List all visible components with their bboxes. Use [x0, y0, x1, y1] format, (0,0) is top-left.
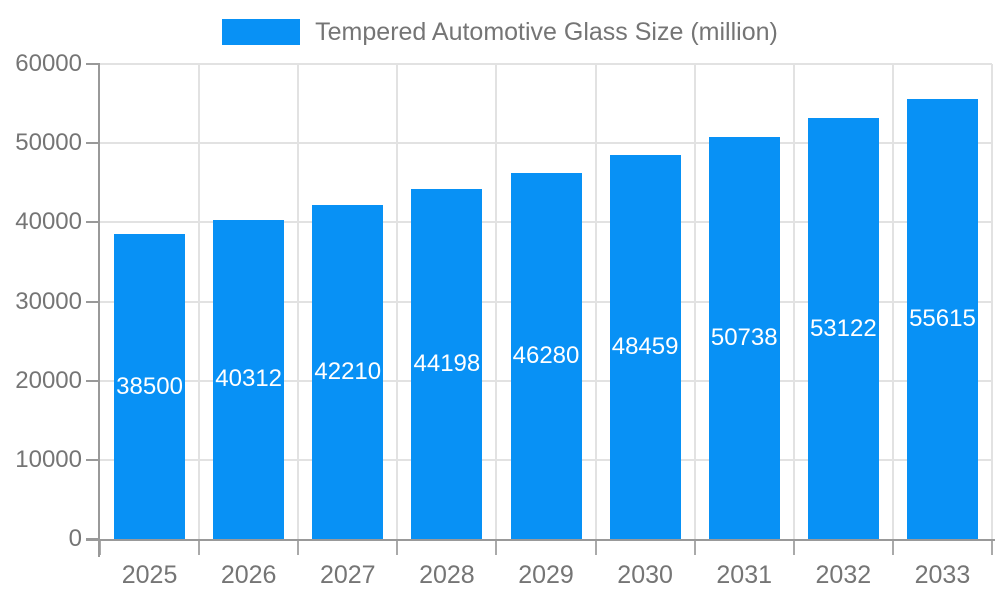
x-gridline	[891, 64, 894, 539]
bar	[411, 189, 483, 539]
bar-value-label: 50738	[710, 324, 778, 352]
bar	[609, 155, 681, 539]
x-tick	[891, 540, 894, 555]
bar	[906, 98, 978, 539]
x-axis-label: 2028	[419, 561, 475, 589]
x-axis-label: 2026	[220, 561, 277, 589]
x-tick	[693, 540, 696, 555]
x-tick	[198, 540, 201, 555]
y-tick	[86, 300, 100, 303]
bar	[510, 172, 582, 539]
x-gridline	[198, 64, 201, 539]
y-gridline	[100, 63, 992, 65]
y-axis-label: 20000	[15, 366, 82, 394]
bar-value-label: 38500	[116, 372, 183, 400]
x-axis-label: 2029	[518, 561, 574, 589]
y-tick	[86, 142, 100, 145]
x-tick	[297, 540, 300, 555]
legend-swatch	[222, 19, 301, 45]
bar	[807, 118, 879, 539]
x-tick	[991, 540, 993, 555]
x-gridline	[594, 64, 597, 539]
y-axis-label: 40000	[15, 208, 82, 236]
y-axis-label: 60000	[15, 50, 82, 77]
x-axis-label: 2033	[914, 561, 971, 589]
x-gridline	[693, 64, 696, 539]
legend: Tempered Automotive Glass Size (million)	[0, 16, 1000, 48]
x-tick	[594, 540, 597, 555]
bar-value-label: 48459	[611, 333, 679, 361]
x-tick	[792, 540, 795, 555]
y-tick	[86, 458, 100, 461]
x-tick	[396, 540, 399, 555]
x-axis-label: 2030	[617, 561, 673, 589]
bar-value-label: 46280	[512, 341, 580, 369]
y-tick	[86, 63, 100, 65]
y-axis-line	[98, 64, 100, 557]
x-axis-label: 2032	[815, 561, 872, 589]
y-axis-label: 10000	[15, 445, 82, 473]
y-axis-label: 50000	[15, 129, 82, 157]
x-axis-label: 2027	[319, 561, 376, 589]
y-axis-label: 0	[68, 525, 82, 552]
bar	[312, 204, 384, 539]
y-gridline	[100, 142, 992, 145]
y-tick	[86, 379, 100, 382]
bar-value-label: 55615	[909, 304, 976, 332]
x-tick	[495, 540, 498, 555]
x-gridline	[792, 64, 795, 539]
bar-value-label: 44198	[413, 350, 481, 378]
bar	[114, 234, 186, 539]
bar-value-label: 53122	[809, 314, 877, 342]
y-axis-label: 30000	[15, 287, 82, 315]
bar-value-label: 42210	[314, 357, 382, 385]
y-tick	[86, 221, 100, 224]
x-gridline	[297, 64, 300, 539]
bar-value-label: 40312	[215, 365, 283, 393]
x-gridline	[495, 64, 498, 539]
legend-label: Tempered Automotive Glass Size (million)	[315, 17, 778, 46]
x-axis-label: 2025	[121, 561, 178, 589]
x-gridline	[396, 64, 399, 539]
x-gridline	[991, 64, 993, 539]
x-axis-line	[86, 539, 995, 541]
bar	[213, 219, 285, 539]
x-axis-label: 2031	[716, 561, 773, 589]
bar	[708, 137, 780, 539]
x-tick	[99, 540, 101, 555]
